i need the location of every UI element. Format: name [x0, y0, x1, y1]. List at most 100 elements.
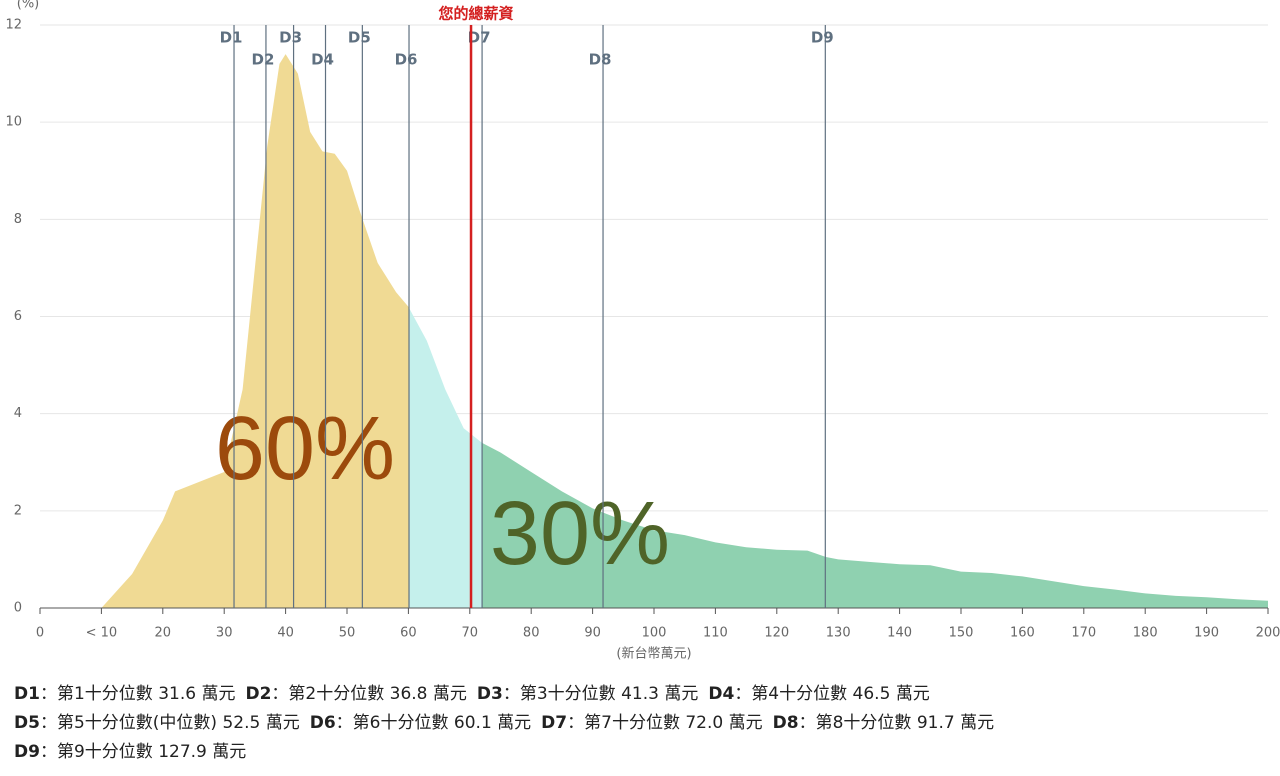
- legend-key: D7: [541, 713, 568, 733]
- legend: D1：第1十分位數 31.6 萬元 D2：第2十分位數 36.8 萬元 D3：第3十…: [14, 680, 1264, 767]
- legend-key: D1: [14, 684, 40, 704]
- x-tick-label: 50: [339, 626, 356, 641]
- legend-row: D9：第9十分位數 127.9 萬元: [14, 738, 1264, 767]
- density-area: [101, 54, 410, 608]
- legend-key: D5: [14, 713, 40, 733]
- y-tick-label: 6: [14, 309, 22, 324]
- legend-item: D7：第7十分位數 72.0 萬元: [541, 713, 762, 733]
- y-tick-label: 4: [14, 406, 22, 421]
- x-tick-label: 160: [1010, 626, 1035, 641]
- legend-name: 第3十分位數: [519, 684, 616, 704]
- x-tick-label: 40: [277, 626, 294, 641]
- legend-value: 52.5: [222, 713, 261, 733]
- x-tick-label: 30: [216, 626, 233, 641]
- legend-item: D4：第4十分位數 46.5 萬元: [708, 684, 929, 704]
- legend-value: 60.1: [453, 713, 492, 733]
- legend-sep: ：: [798, 713, 816, 733]
- x-tick-label: 110: [703, 626, 728, 641]
- legend-item: D2：第2十分位數 36.8 萬元: [245, 684, 466, 704]
- legend-item: D1：第1十分位數 31.6 萬元: [14, 684, 235, 704]
- legend-item: D6：第6十分位數 60.1 萬元: [310, 713, 531, 733]
- x-tick-label: 150: [949, 626, 974, 641]
- legend-sep: ：: [39, 684, 57, 704]
- legend-key: D4: [708, 684, 735, 704]
- legend-sep: ：: [335, 713, 353, 733]
- legend-key: D3: [476, 684, 503, 704]
- legend-item: D8：第8十分位數 91.7 萬元: [773, 713, 994, 733]
- density-area: [482, 442, 1268, 608]
- legend-unit: 萬元: [728, 713, 763, 733]
- salary-label: 您的總薪資: [438, 5, 514, 23]
- legend-unit: 萬元: [212, 742, 247, 762]
- legend-unit: 萬元: [201, 684, 236, 704]
- legend-sep: ：: [502, 684, 520, 704]
- y-tick-label: 8: [14, 212, 22, 227]
- decile-label: D3: [279, 29, 302, 47]
- y-tick-label: 2: [14, 503, 22, 518]
- legend-name: 第7十分位數: [584, 713, 680, 733]
- legend-item: D9：第9十分位數 127.9 萬元: [14, 742, 246, 762]
- x-tick-label: 170: [1071, 626, 1096, 641]
- legend-name: 第2十分位數: [288, 684, 385, 704]
- x-tick-label: 80: [523, 626, 540, 641]
- decile-label: D7: [468, 29, 491, 47]
- legend-value: 36.8: [389, 684, 428, 704]
- legend-row: D1：第1十分位數 31.6 萬元 D2：第2十分位數 36.8 萬元 D3：第3十…: [14, 680, 1264, 709]
- legend-key: D9: [14, 742, 40, 762]
- decile-label: D5: [348, 29, 371, 47]
- legend-name: 第9十分位數: [56, 742, 153, 762]
- legend-row: D5：第5十分位數(中位數) 52.5 萬元 D6：第6十分位數 60.1 萬元 D…: [14, 709, 1264, 738]
- legend-name: 第1十分位數: [56, 684, 153, 704]
- decile-label: D6: [395, 51, 418, 69]
- decile-label: D9: [811, 29, 834, 47]
- legend-unit: 萬元: [960, 713, 995, 733]
- x-tick-label: 0: [36, 626, 44, 641]
- chart: (%) (新台幣萬元) 0 2 4 6 8 10 120 < 10 20 30 40 50 60 70 80…: [5, 0, 1280, 662]
- x-tick-label: 180: [1133, 626, 1158, 641]
- y-tick-label: 12: [5, 18, 22, 33]
- legend-value: 127.9: [158, 742, 207, 762]
- x-tick-label: 20: [155, 626, 172, 641]
- x-tick-label: 60: [400, 626, 417, 641]
- legend-sep: ：: [39, 742, 57, 762]
- legend-name: 第6十分位數: [352, 713, 449, 733]
- legend-sep: ：: [39, 713, 57, 733]
- x-tick-label: 190: [1194, 626, 1219, 641]
- legend-value: 31.6: [158, 684, 197, 704]
- percent-annotation: 30%: [490, 484, 670, 584]
- x-tick-label: 120: [764, 626, 789, 641]
- x-tick-label: < 10: [86, 626, 118, 641]
- x-tick-label: 140: [887, 626, 912, 641]
- legend-value: 46.5: [852, 684, 891, 704]
- decile-label: D4: [311, 51, 334, 69]
- y-axis-label: (%): [17, 0, 40, 12]
- legend-unit: 萬元: [664, 684, 699, 704]
- legend-name: 第5十分位數(中位數): [56, 713, 218, 733]
- legend-key: D8: [772, 713, 799, 733]
- legend-name: 第8十分位數: [815, 713, 912, 733]
- legend-item: D5：第5十分位數(中位數) 52.5 萬元: [14, 713, 300, 733]
- x-tick-label: 90: [584, 626, 601, 641]
- x-tick-label: 70: [462, 626, 479, 641]
- x-tick-label: 100: [642, 626, 667, 641]
- x-axis-label: (新台幣萬元): [616, 646, 691, 662]
- x-tick-label: 130: [826, 626, 851, 641]
- percent-annotation: 60%: [215, 399, 395, 499]
- density-area: [409, 307, 483, 608]
- x-tick-label: 200: [1256, 626, 1280, 641]
- legend-value: 91.7: [916, 713, 955, 733]
- decile-label: D2: [252, 51, 275, 69]
- legend-sep: ：: [734, 684, 752, 704]
- legend-unit: 萬元: [265, 713, 300, 733]
- decile-label: D1: [220, 29, 243, 47]
- y-tick-label: 10: [5, 115, 22, 130]
- legend-name: 第4十分位數: [751, 684, 848, 704]
- legend-unit: 萬元: [497, 713, 532, 733]
- decile-label: D8: [589, 51, 612, 69]
- legend-sep: ：: [567, 713, 585, 733]
- legend-key: D2: [245, 684, 272, 704]
- legend-sep: ：: [271, 684, 289, 704]
- legend-item: D3：第3十分位數 41.3 萬元: [477, 684, 698, 704]
- legend-unit: 萬元: [895, 684, 930, 704]
